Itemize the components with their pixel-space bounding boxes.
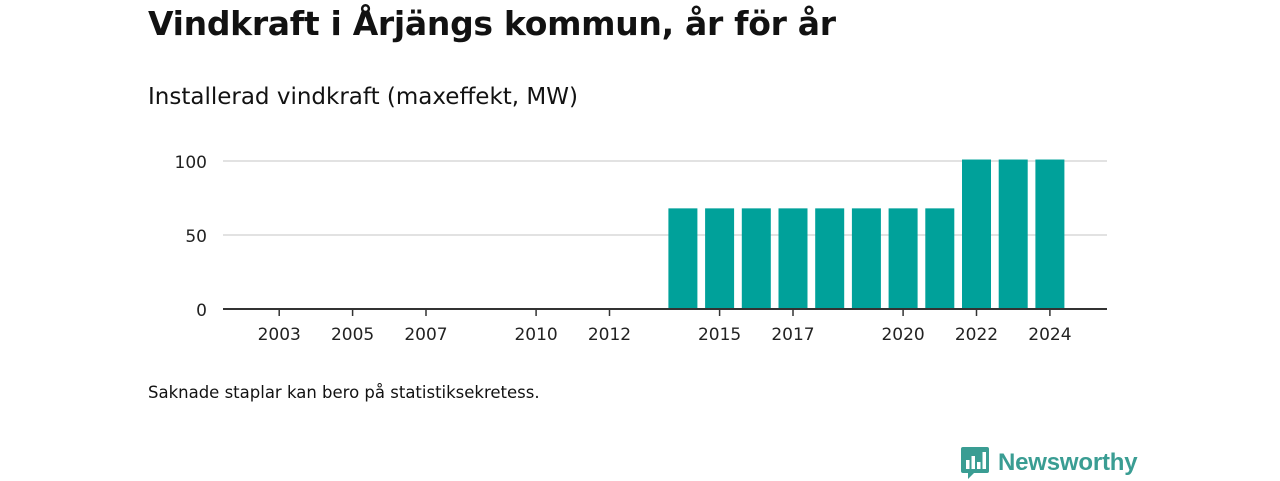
x-tick-label: 2005 xyxy=(331,325,374,345)
x-tick-label: 2003 xyxy=(258,325,301,345)
bar xyxy=(851,208,881,309)
bar xyxy=(741,208,771,309)
x-tick-label: 2017 xyxy=(771,325,814,345)
bar xyxy=(705,208,735,309)
x-tick-label: 2010 xyxy=(514,325,557,345)
newsworthy-logo-icon xyxy=(961,447,989,479)
chart-title: Vindkraft i Årjängs kommun, år för år xyxy=(148,4,836,43)
bar xyxy=(888,208,918,309)
x-tick-label: 2015 xyxy=(698,325,741,345)
bar xyxy=(1035,159,1065,309)
y-tick-label: 0 xyxy=(196,301,207,321)
brand-logo[interactable]: Newsworthy xyxy=(960,445,1138,481)
chart-subtitle: Installerad vindkraft (maxeffekt, MW) xyxy=(148,84,578,110)
x-tick-label: 2020 xyxy=(881,325,924,345)
bar xyxy=(962,159,991,309)
bar xyxy=(998,159,1028,309)
x-tick-label: 2024 xyxy=(1028,325,1071,345)
bar xyxy=(815,208,845,309)
y-tick-label: 50 xyxy=(185,227,207,247)
bar xyxy=(668,208,698,309)
bar xyxy=(925,208,955,309)
bar xyxy=(778,208,808,309)
brand-name: Newsworthy xyxy=(998,449,1138,476)
x-tick-label: 2007 xyxy=(404,325,447,345)
x-tick-label: 2012 xyxy=(588,325,631,345)
x-tick-label: 2022 xyxy=(955,325,998,345)
footnote: Saknade staplar kan bero på statistiksek… xyxy=(148,383,540,402)
y-tick-label: 100 xyxy=(175,153,207,173)
